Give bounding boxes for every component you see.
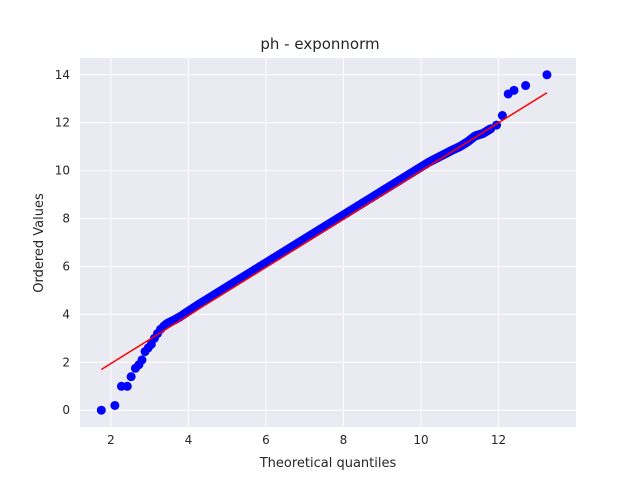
data-point: [126, 372, 136, 382]
y-tick-label: 0: [62, 403, 70, 417]
chart-title: ph - exponnorm: [260, 35, 379, 53]
y-tick-label: 6: [62, 259, 70, 273]
y-tick-label: 10: [55, 164, 70, 178]
y-tick-label: 12: [55, 116, 70, 130]
y-tick-label: 2: [62, 355, 70, 369]
data-point: [497, 111, 507, 121]
y-tick-label: 8: [62, 212, 70, 226]
tick-labels: 2 4 6 8 10 12 0 2 4 6 8 10 12 14: [55, 68, 506, 447]
data-point: [509, 85, 519, 95]
x-tick-label: 8: [340, 433, 348, 447]
x-tick-label: 12: [491, 433, 506, 447]
data-point: [137, 355, 147, 365]
plot-area: [80, 58, 576, 427]
data-point: [542, 70, 552, 80]
data-point: [122, 381, 132, 391]
x-tick-label: 4: [185, 433, 193, 447]
x-tick-label: 6: [262, 433, 270, 447]
data-point: [521, 81, 531, 91]
grid-lines: [80, 58, 576, 427]
fit-line: [100, 92, 548, 371]
data-point: [96, 405, 106, 415]
x-tick-label: 10: [413, 433, 428, 447]
x-tick-label: 2: [107, 433, 115, 447]
x-axis-label: Theoretical quantiles: [259, 456, 397, 471]
data-point: [110, 400, 120, 410]
y-tick-label: 4: [62, 307, 70, 321]
y-tick-label: 14: [55, 68, 70, 82]
y-axis-label: Ordered Values: [32, 193, 47, 293]
